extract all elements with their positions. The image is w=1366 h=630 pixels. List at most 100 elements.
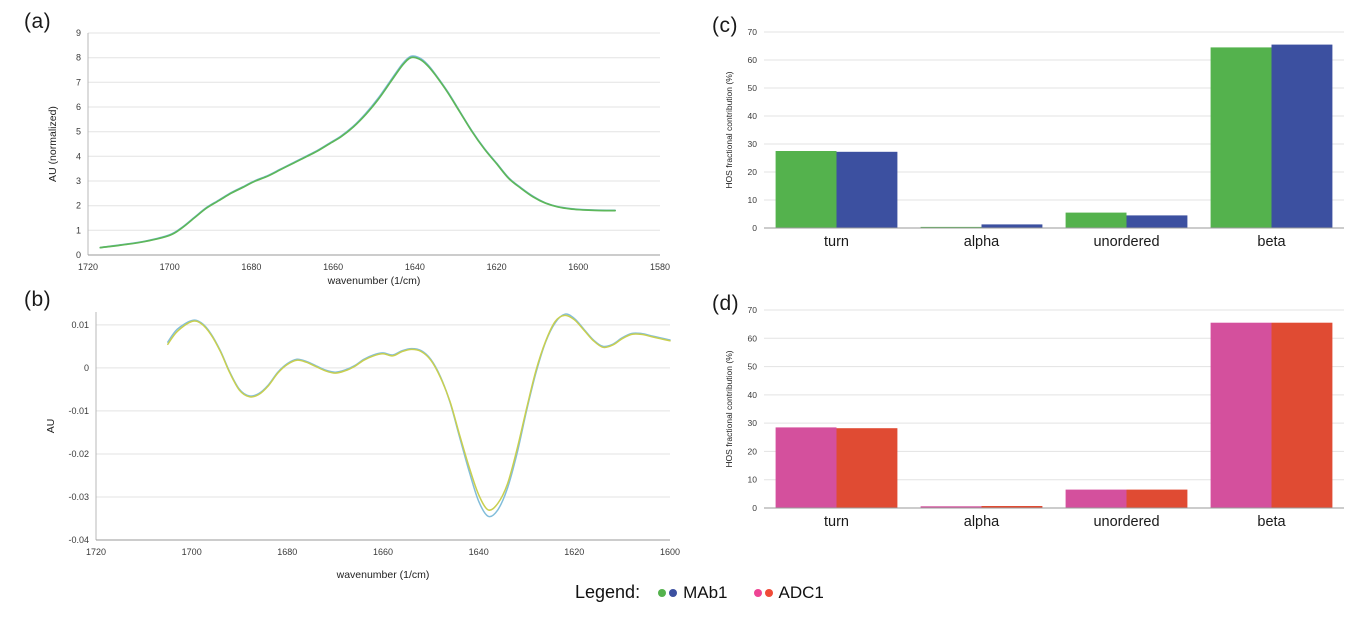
legend-dot-icon bbox=[764, 588, 773, 597]
y-tick-label: 0 bbox=[76, 250, 81, 260]
bar-turn-ADC1-red bbox=[836, 428, 898, 508]
y-tick-label: 6 bbox=[76, 102, 81, 112]
y-tick-label: 50 bbox=[748, 362, 758, 372]
bar-beta-ADC1-pink bbox=[1210, 322, 1272, 508]
bar-turn-ADC1-pink bbox=[775, 427, 837, 508]
panel-b-label: (b) bbox=[24, 288, 52, 311]
y-tick-label: 0 bbox=[752, 503, 757, 513]
bar-unordered-ADC1-pink bbox=[1065, 489, 1127, 508]
y-tick-label: -0.04 bbox=[68, 535, 89, 545]
y-tick-label: 60 bbox=[748, 333, 758, 343]
line-series-green bbox=[99, 56, 616, 249]
y-tick-label: 8 bbox=[76, 53, 81, 63]
category-label-beta: beta bbox=[1257, 514, 1286, 530]
x-tick-label: 1680 bbox=[241, 262, 261, 272]
y-axis-title: AU bbox=[45, 419, 57, 434]
bar-unordered-MAb1-green bbox=[1065, 212, 1127, 228]
bar-alpha-MAb1-green bbox=[920, 226, 982, 228]
legend-label: MAb1 bbox=[683, 582, 728, 602]
y-tick-label: 20 bbox=[748, 167, 758, 177]
x-tick-label: 1600 bbox=[660, 547, 680, 557]
category-label-unordered: unordered bbox=[1093, 234, 1159, 250]
y-tick-label: 0 bbox=[84, 363, 89, 373]
y-tick-label: 7 bbox=[76, 77, 81, 87]
category-label-turn: turn bbox=[824, 234, 849, 250]
legend-dot-icon bbox=[669, 588, 678, 597]
panel-c-label: (c) bbox=[712, 14, 738, 37]
y-axis-title: HOS fractional contribution (%) bbox=[724, 350, 734, 467]
y-axis-title: HOS fractional contribution (%) bbox=[724, 71, 734, 188]
x-tick-label: 1700 bbox=[160, 262, 180, 272]
y-tick-label: 9 bbox=[76, 28, 81, 38]
legend-items: MAb1 ADC1 bbox=[658, 583, 850, 603]
y-tick-label: 0 bbox=[752, 223, 757, 233]
y-tick-label: 20 bbox=[748, 446, 758, 456]
x-tick-label: 1660 bbox=[323, 262, 343, 272]
legend-item-adc1: ADC1 bbox=[753, 582, 824, 603]
y-tick-label: 40 bbox=[748, 390, 758, 400]
y-tick-label: 60 bbox=[748, 55, 758, 65]
y-tick-label: 2 bbox=[76, 201, 81, 211]
x-tick-label: 1640 bbox=[405, 262, 425, 272]
chart-d-adc1-hos-bars: 0 10 20 30 40 50 60 70 turn alpha unordered beta HOS… bbox=[724, 305, 1344, 530]
x-axis-title: wavenumber (1/cm) bbox=[336, 569, 430, 581]
category-label-unordered: unordered bbox=[1093, 514, 1159, 530]
bar-unordered-MAb1-blue bbox=[1126, 215, 1188, 228]
y-tick-label: 30 bbox=[748, 418, 758, 428]
x-tick-label: 1620 bbox=[487, 262, 507, 272]
line-series-yellow bbox=[167, 314, 671, 511]
panel-d-label: (d) bbox=[712, 292, 740, 315]
y-tick-label: 10 bbox=[748, 475, 758, 485]
y-tick-label: 40 bbox=[748, 111, 758, 121]
bar-unordered-ADC1-red bbox=[1126, 489, 1188, 508]
bar-turn-MAb1-green bbox=[775, 151, 837, 228]
line-series-blue bbox=[167, 313, 671, 518]
x-tick-label: 1640 bbox=[469, 547, 489, 557]
y-tick-label: 3 bbox=[76, 176, 81, 186]
chart-a-ftir-absorbance-line: 0 1 2 3 4 5 6 7 8 9 1720 1700 1680 1660 1640 1620 1600 15… bbox=[47, 28, 670, 287]
x-tick-label: 1620 bbox=[564, 547, 584, 557]
category-label-alpha: alpha bbox=[964, 234, 1000, 250]
panel-a-label: (a) bbox=[24, 10, 52, 33]
legend-dot-icon bbox=[753, 588, 762, 597]
bar-beta-ADC1-red bbox=[1271, 322, 1333, 508]
bar-beta-MAb1-green bbox=[1210, 47, 1272, 229]
category-label-beta: beta bbox=[1257, 234, 1286, 250]
y-tick-label: -0.02 bbox=[68, 449, 89, 459]
x-tick-label: 1660 bbox=[373, 547, 393, 557]
x-tick-label: 1720 bbox=[78, 262, 98, 272]
y-tick-label: -0.01 bbox=[68, 406, 89, 416]
chart-c-mab1-hos-bars: 0 10 20 30 40 50 60 70 turn alpha unordered beta HOS… bbox=[724, 27, 1344, 250]
y-tick-label: 5 bbox=[76, 127, 81, 137]
y-tick-label: 70 bbox=[748, 27, 758, 37]
y-tick-label: 4 bbox=[76, 151, 81, 161]
bar-alpha-ADC1-red bbox=[981, 506, 1043, 508]
y-tick-label: 50 bbox=[748, 83, 758, 93]
x-tick-label: 1600 bbox=[568, 262, 588, 272]
legend-item-mab1: MAb1 bbox=[658, 582, 728, 603]
legend-label: ADC1 bbox=[778, 582, 824, 602]
y-tick-label: 1 bbox=[76, 225, 81, 235]
category-label-turn: turn bbox=[824, 514, 849, 530]
bar-alpha-ADC1-pink bbox=[920, 506, 982, 508]
x-tick-label: 1700 bbox=[182, 547, 202, 557]
y-tick-label: 30 bbox=[748, 139, 758, 149]
y-tick-label: 70 bbox=[748, 305, 758, 315]
bar-alpha-MAb1-blue bbox=[981, 224, 1043, 228]
bar-beta-MAb1-blue bbox=[1271, 44, 1333, 228]
y-tick-label: 0.01 bbox=[71, 320, 89, 330]
chart-b-second-derivative-line: 0.01 0 -0.01 -0.02 -0.03 -0.04 1720 1700 1680 166… bbox=[45, 312, 680, 581]
line-series-blue bbox=[99, 55, 616, 249]
legend: Legend: MAb1 ADC1 bbox=[575, 582, 850, 603]
y-tick-label: 10 bbox=[748, 195, 758, 205]
legend-dot-icon bbox=[658, 588, 667, 597]
x-tick-label: 1580 bbox=[650, 262, 670, 272]
bar-turn-MAb1-blue bbox=[836, 151, 898, 228]
x-tick-label: 1720 bbox=[86, 547, 106, 557]
category-label-alpha: alpha bbox=[964, 514, 1000, 530]
x-axis-title: wavenumber (1/cm) bbox=[327, 275, 421, 287]
legend-title: Legend: bbox=[575, 582, 641, 602]
y-axis-title: AU (normalized) bbox=[47, 106, 59, 182]
x-tick-label: 1680 bbox=[277, 547, 297, 557]
